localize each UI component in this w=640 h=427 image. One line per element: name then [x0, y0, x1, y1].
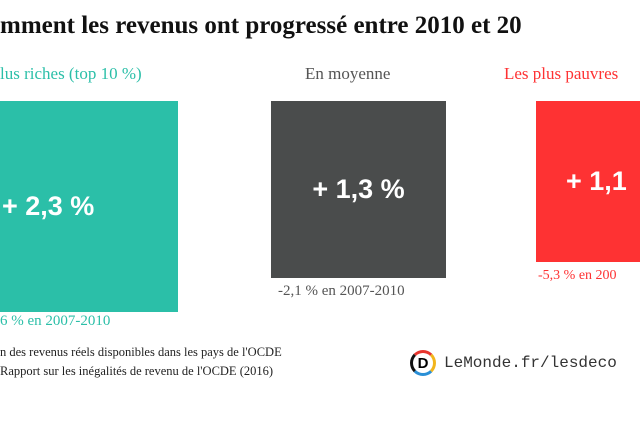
box-average: + 1,3 % — [271, 101, 446, 278]
footnote-line-1: n des revenus réels disponibles dans les… — [0, 345, 282, 359]
previous-average: -2,1 % en 2007-2010 — [278, 283, 405, 299]
lemonde-d-icon: D — [410, 350, 436, 376]
chart-title: mment les revenus ont progressé entre 20… — [0, 12, 522, 39]
label-average: En moyenne — [305, 64, 391, 83]
label-rich: lus riches (top 10 %) — [0, 64, 142, 83]
label-poor: Les plus pauvres — [504, 64, 619, 83]
value-average: + 1,3 % — [312, 174, 405, 204]
previous-poor: -5,3 % en 200 — [538, 268, 617, 283]
footnote-line-2: Rapport sur les inégalités de revenu de … — [0, 364, 274, 378]
logo-text: LeMonde.fr/lesdeco — [444, 354, 617, 372]
previous-rich: 6 % en 2007-2010 — [0, 313, 111, 329]
box-poor: + 1,1 — [536, 101, 640, 262]
box-rich: + 2,3 % — [0, 101, 178, 312]
value-rich: + 2,3 % — [2, 191, 95, 221]
value-poor: + 1,1 — [566, 166, 627, 196]
lemonde-logo[interactable]: D LeMonde.fr/lesdeco — [410, 350, 617, 376]
